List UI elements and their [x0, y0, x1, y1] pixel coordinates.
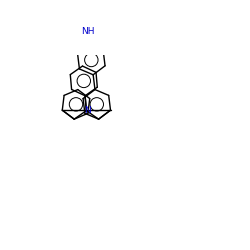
Text: N: N — [84, 106, 90, 115]
Text: NH: NH — [81, 27, 94, 36]
